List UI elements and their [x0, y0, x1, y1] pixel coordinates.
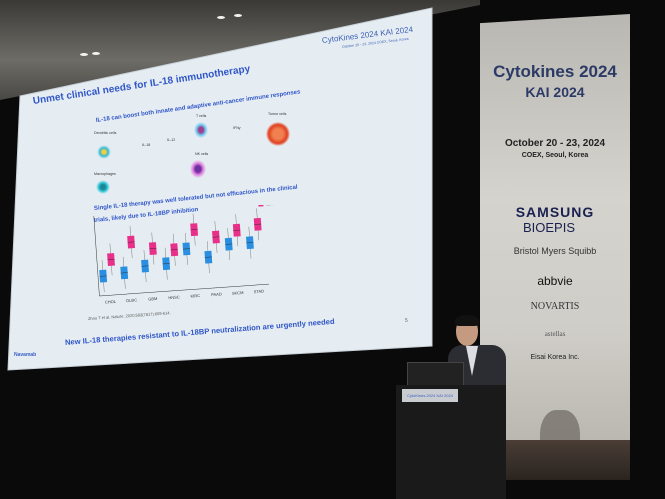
label-dendritic: Dendritic cells [94, 131, 117, 135]
laptop [407, 362, 464, 386]
y-axis [93, 216, 100, 296]
label-il12: IL-12 [167, 138, 176, 142]
x-tick-label: DLBC [126, 297, 137, 303]
podium [396, 385, 506, 499]
label-tumor: Tumor cells [268, 112, 287, 116]
label-tcells: T cells [196, 114, 207, 118]
tumor-cell-image [266, 122, 290, 146]
label-macrophages: Macrophages [94, 172, 116, 176]
x-tick-label: CHOL [105, 299, 117, 305]
x-tick-label: KIRC [190, 293, 200, 299]
banner-subtitle: KAI 2024 [525, 84, 585, 100]
ceiling-light [234, 14, 242, 17]
sponsor-abbvie: abbvie [537, 274, 573, 288]
banner-dates: October 20 - 23, 2024 [504, 138, 606, 149]
banner-roof-graphic [505, 440, 630, 480]
slide-surface [7, 7, 433, 371]
t-cell-image [194, 122, 208, 138]
x-axis [99, 283, 270, 297]
x-tick-label: GBM [148, 296, 157, 302]
label-ifng: IFNγ [233, 126, 241, 130]
ceiling-light [80, 53, 88, 56]
x-tick-label: SKCM [232, 290, 244, 296]
x-tick-label: STAD [253, 288, 264, 294]
sponsor-bioepis: BIOEPIS [522, 220, 576, 235]
sponsor-bms: Bristol Myers Squibb [513, 246, 597, 256]
dendritic-cell-image [97, 145, 111, 159]
sponsor-samsung: SAMSUNG [515, 204, 595, 220]
page-number: 5 [405, 318, 408, 324]
macrophage-image [96, 180, 110, 194]
label-il18: IL-18 [142, 143, 151, 147]
banner-venue: COEX, Seoul, Korea [521, 152, 589, 159]
nk-cell-image [190, 160, 206, 178]
ceiling-light [217, 16, 225, 19]
brand-logo: Navamab [14, 352, 37, 358]
boxplot-chart: CHOLDLBCGBMHNSCKIRCPAADSKCMSTADNormalTum… [93, 205, 276, 305]
ceiling-light [92, 52, 100, 55]
x-tick-label: PAAD [211, 291, 222, 297]
legend-swatch [258, 205, 264, 207]
sponsor-novartis: NOVARTIS [530, 301, 580, 312]
speaker-hair [455, 315, 479, 326]
podium-sign: CytoKines 2024 KAI 2024 [402, 389, 458, 402]
label-nkcells: NK cells [195, 152, 209, 156]
legend-label: Tumor [265, 205, 276, 207]
x-tick-label: HNSC [168, 294, 180, 300]
sponsor-astellas: astellas [544, 330, 566, 338]
sponsor-eisai: Eisai Korea Inc. [530, 354, 580, 361]
banner-title: Cytokines 2024 [493, 62, 617, 81]
